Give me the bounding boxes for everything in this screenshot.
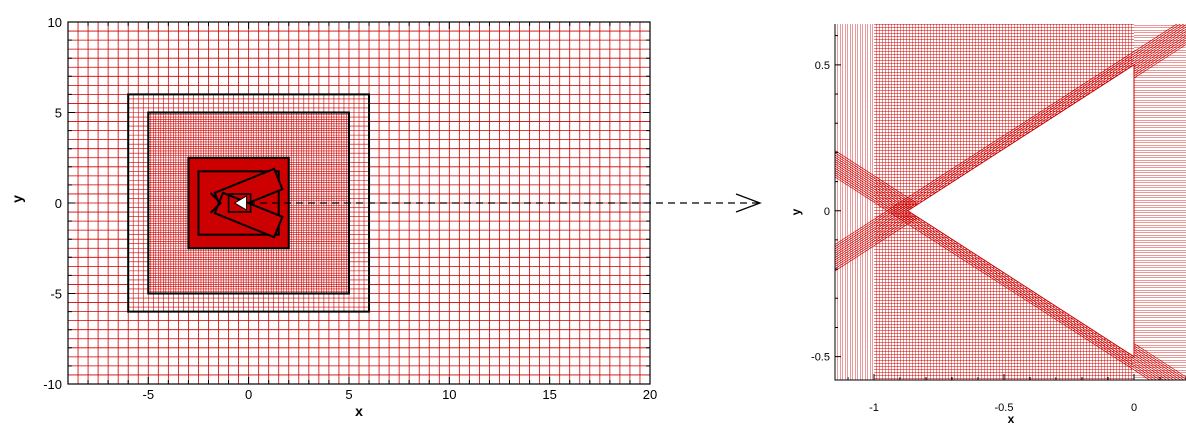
right-x-axis-label: x — [1008, 412, 1015, 425]
left-wedge-body — [209, 167, 284, 239]
component-grid-nose — [209, 192, 223, 214]
right-y-tick-labels: 0.5 0 -0.5 — [811, 60, 830, 364]
x-tick-label: 5 — [345, 387, 352, 402]
right-x-tick-labels: -1 -0.5 0 — [869, 402, 1137, 414]
component-grid-2 — [213, 191, 284, 239]
left-mesh-plot: -5 0 5 10 15 20 10 5 0 -5 -10 x y — [9, 15, 657, 419]
left-x-tick-labels: -5 0 5 10 15 20 — [142, 387, 657, 402]
y-tick-label: -10 — [43, 377, 62, 392]
y-tick-label: -5 — [50, 287, 62, 302]
left-x-axis-label: x — [355, 403, 363, 419]
zoom-arrow-head — [735, 193, 762, 213]
right-wedge-body — [906, 63, 1135, 358]
zoom-arrow — [248, 193, 762, 213]
y-tick-label: 10 — [48, 15, 62, 30]
x-tick-label: 15 — [542, 387, 556, 402]
right-right-mesh-strip — [1134, 24, 1186, 380]
x-tick-label: 10 — [442, 387, 456, 402]
wedge-body — [233, 195, 248, 211]
x-tick-label: -0.5 — [995, 402, 1014, 414]
left-y-tick-labels: 10 5 0 -5 -10 — [43, 15, 62, 392]
right-left-mesh-strip — [835, 24, 874, 380]
right-axes-and-ticks — [834, 24, 1186, 381]
y-tick-label: 0.5 — [815, 60, 830, 72]
x-tick-label: -1 — [869, 402, 879, 414]
left-refinement-blocks — [127, 93, 371, 313]
left-axis-ticks — [67, 21, 651, 385]
component-grid-outline — [213, 191, 284, 239]
y-tick-label: -0.5 — [811, 352, 830, 364]
x-tick-label: -5 — [142, 387, 154, 402]
right-zoom-plot: -1 -0.5 0 0.5 0 -0.5 x y — [789, 24, 1186, 425]
right-axis-lines — [834, 24, 1186, 381]
x-tick-label: 20 — [643, 387, 657, 402]
right-y-axis-label: y — [789, 208, 803, 215]
y-tick-label: 0 — [824, 206, 830, 218]
right-mesh-area — [835, 24, 1186, 380]
left-y-axis-label: y — [9, 195, 25, 203]
y-tick-label: 0 — [55, 196, 62, 211]
y-tick-label: 5 — [55, 106, 62, 121]
tick-marks — [67, 21, 651, 385]
x-tick-label: 0 — [245, 387, 252, 402]
x-tick-label: 0 — [1131, 402, 1137, 414]
